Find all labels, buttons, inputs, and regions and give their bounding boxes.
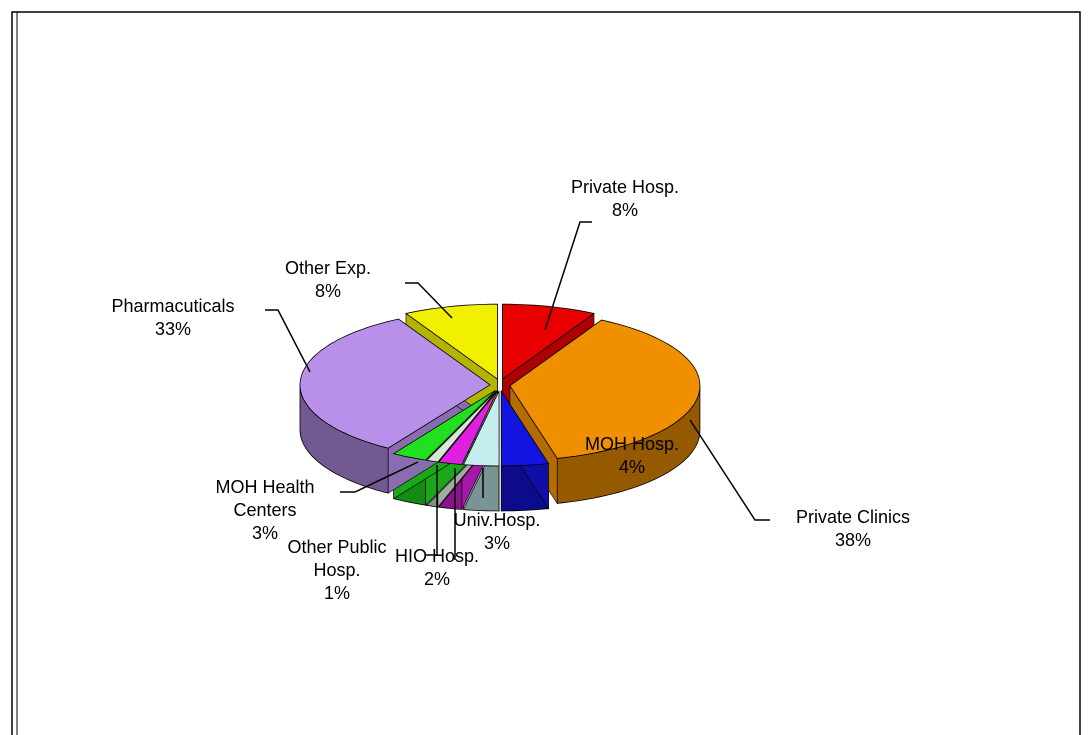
slice	[392, 390, 496, 461]
label-name: Private Clinics	[795, 507, 911, 527]
label-name: Other Exp.	[284, 258, 372, 278]
label-name: Private Hosp.	[570, 177, 680, 197]
leader-line	[405, 282, 453, 319]
label-value: 3%	[483, 533, 510, 553]
label-name: MOH Health Centers	[215, 477, 315, 520]
data-label: MOH Hosp. 4%	[552, 433, 712, 479]
slice	[500, 389, 550, 467]
label-value: 2%	[423, 569, 450, 589]
label-value: 3%	[251, 523, 278, 543]
leader-line	[544, 221, 592, 331]
leader-line	[340, 461, 419, 493]
label-name: MOH Hosp.	[584, 434, 680, 454]
slice	[425, 390, 497, 463]
label-name: Univ.Hosp.	[453, 510, 541, 530]
slice	[462, 390, 500, 467]
slice	[509, 319, 701, 459]
frame	[11, 11, 1081, 735]
data-label: Pharmacuticals 33%	[73, 295, 273, 341]
slice	[502, 303, 595, 380]
label-value: 4%	[618, 457, 645, 477]
label-value: 33%	[154, 319, 192, 339]
data-label: Other Exp. 8%	[258, 257, 398, 303]
leader-line	[425, 465, 438, 556]
slice	[438, 390, 498, 465]
label-name: HIO Hosp.	[394, 546, 480, 566]
label-value: 8%	[611, 200, 638, 220]
leader-line	[689, 419, 770, 521]
label-value: 1%	[323, 583, 350, 603]
data-label: MOH Health Centers 3%	[190, 476, 340, 545]
data-label: Univ.Hosp. 3%	[417, 509, 577, 555]
slice	[405, 303, 498, 380]
data-label: Private Hosp. 8%	[525, 176, 725, 222]
leader-line	[265, 309, 311, 373]
label-value: 8%	[314, 281, 341, 301]
slice	[299, 318, 491, 449]
label-name: Pharmacuticals	[111, 296, 235, 316]
label-value: 38%	[834, 530, 872, 550]
data-label: Private Clinics 38%	[753, 506, 953, 552]
data-label: Other Public Hosp. 1%	[262, 536, 412, 605]
data-label: HIO Hosp. 2%	[377, 545, 497, 591]
label-name: Other Public Hosp.	[287, 537, 387, 580]
